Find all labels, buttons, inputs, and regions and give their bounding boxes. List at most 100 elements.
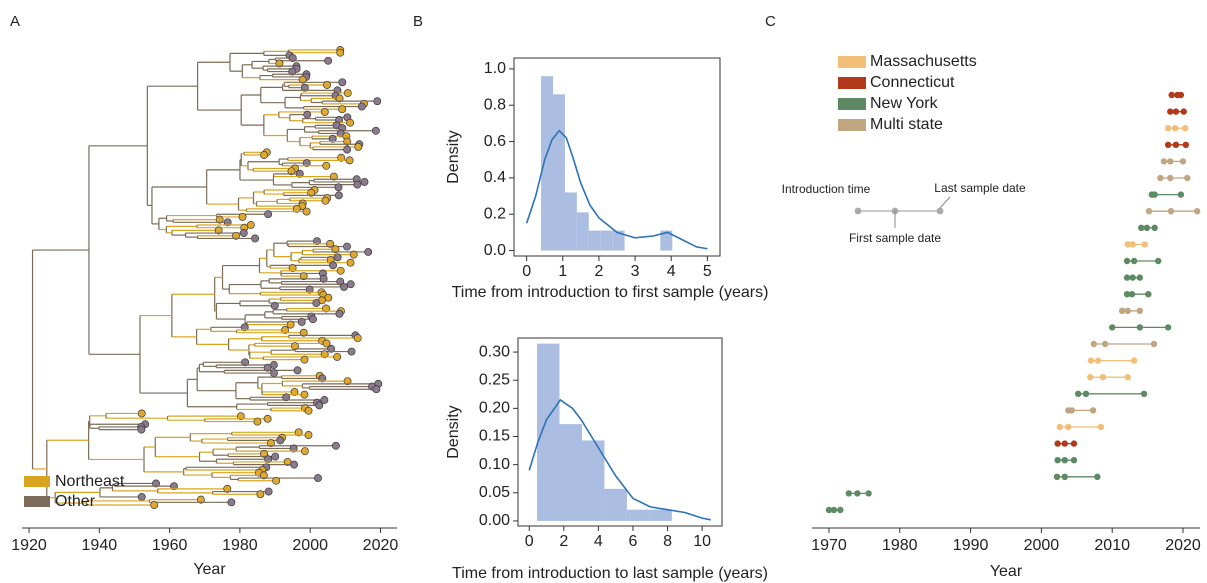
x-tick-label: 2000 bbox=[292, 537, 328, 554]
first-sample-dot bbox=[1099, 374, 1107, 381]
introduction-dot bbox=[1160, 158, 1168, 165]
plot-frame bbox=[517, 337, 723, 527]
y-axis-label: Density bbox=[445, 130, 462, 183]
key-label: Introduction time bbox=[782, 182, 871, 196]
first-sample-dot bbox=[1094, 357, 1102, 364]
introduction-dot bbox=[1123, 257, 1131, 265]
hist-bar bbox=[576, 212, 589, 251]
introduction-dot bbox=[1168, 91, 1175, 99]
hist-bar bbox=[553, 94, 565, 251]
last-sample-dot bbox=[865, 490, 872, 497]
legend-label: Other bbox=[55, 493, 96, 510]
tip bbox=[343, 377, 352, 386]
tip bbox=[288, 67, 297, 76]
last-sample-dot bbox=[1136, 307, 1144, 314]
y-tick-label: 0.25 bbox=[479, 371, 510, 388]
introduction-dot bbox=[845, 490, 853, 497]
tip bbox=[246, 221, 255, 229]
last-sample-dot bbox=[1150, 340, 1158, 348]
first-sample-dot bbox=[1061, 473, 1068, 480]
first-sample-dot bbox=[1124, 307, 1131, 314]
first-sample-dot bbox=[1130, 257, 1138, 265]
last-sample-dot bbox=[1155, 257, 1162, 265]
first-sample-dot bbox=[1136, 324, 1144, 331]
tip bbox=[327, 344, 336, 353]
legend-label: Connecticut bbox=[870, 74, 955, 91]
tip bbox=[320, 396, 329, 404]
introduction-dot bbox=[825, 506, 833, 514]
key-dot bbox=[854, 207, 862, 215]
last-sample-dot bbox=[1124, 374, 1131, 381]
tip bbox=[196, 495, 205, 504]
tip bbox=[264, 455, 273, 464]
density-curve bbox=[528, 398, 711, 521]
introduction-dot bbox=[1118, 307, 1126, 314]
first-sample-dot bbox=[1082, 390, 1090, 397]
tip bbox=[240, 323, 249, 332]
tip bbox=[239, 229, 248, 238]
last-sample-dot bbox=[1130, 357, 1138, 364]
y-tick-label: 0.10 bbox=[479, 456, 510, 473]
tip bbox=[345, 156, 354, 165]
tip bbox=[338, 105, 347, 114]
hist-bar bbox=[564, 192, 577, 251]
tip bbox=[299, 328, 308, 337]
legend-swatch bbox=[24, 496, 50, 507]
tip bbox=[320, 350, 329, 359]
last-sample-dot bbox=[1164, 324, 1172, 331]
introduction-dot bbox=[1054, 440, 1061, 447]
tip bbox=[253, 417, 262, 426]
tip bbox=[300, 355, 309, 364]
x-tick-label: 2020 bbox=[363, 537, 399, 554]
x-tick-label: 1980 bbox=[882, 537, 918, 554]
tip bbox=[272, 476, 281, 485]
plot-frame bbox=[513, 57, 721, 257]
introduction-dot bbox=[1164, 141, 1172, 148]
last-sample-dot bbox=[1177, 91, 1185, 99]
tip bbox=[343, 242, 351, 251]
tip bbox=[297, 317, 306, 326]
tip bbox=[271, 452, 280, 461]
tip bbox=[232, 231, 240, 240]
tip bbox=[137, 425, 146, 434]
first-sample-dot bbox=[1061, 440, 1068, 447]
first-sample-dot bbox=[1129, 274, 1136, 281]
tip bbox=[343, 137, 352, 146]
introduction-dot bbox=[1138, 224, 1145, 231]
tip bbox=[333, 352, 342, 361]
x-tick-label: 0 bbox=[525, 533, 534, 550]
hist-bar bbox=[559, 424, 582, 521]
first-sample-dot bbox=[854, 490, 861, 497]
tip bbox=[312, 299, 321, 308]
first-sample-dot bbox=[1061, 457, 1068, 464]
x-tick-label: 2 bbox=[559, 533, 568, 550]
tip bbox=[343, 145, 352, 154]
x-tick-label: 1990 bbox=[953, 537, 989, 554]
first-sample-dot bbox=[1128, 291, 1136, 298]
introduction-dot bbox=[1123, 274, 1131, 281]
last-sample-dot bbox=[1140, 390, 1148, 397]
tip bbox=[150, 501, 159, 509]
tip bbox=[290, 460, 299, 469]
legend-label: New York bbox=[870, 95, 939, 112]
x-tick-label: 2010 bbox=[1094, 537, 1130, 554]
tip bbox=[264, 210, 273, 219]
tip bbox=[259, 471, 268, 480]
panel-label: A bbox=[10, 13, 20, 30]
tip bbox=[227, 498, 236, 507]
tip bbox=[353, 334, 362, 343]
key-dot bbox=[936, 207, 944, 215]
tip bbox=[302, 159, 311, 168]
tip bbox=[300, 390, 309, 399]
introduction-dot bbox=[1145, 208, 1153, 215]
last-sample-dot bbox=[1145, 291, 1152, 298]
introduction-dot bbox=[1053, 473, 1061, 480]
tip bbox=[322, 339, 331, 348]
last-sample-dot bbox=[1179, 158, 1187, 165]
x-tick-label: 1980 bbox=[222, 537, 258, 554]
last-sample-dot bbox=[1151, 224, 1158, 231]
tip bbox=[315, 401, 324, 410]
legend-swatch bbox=[838, 56, 866, 68]
tip bbox=[336, 266, 345, 275]
tip bbox=[305, 285, 314, 294]
